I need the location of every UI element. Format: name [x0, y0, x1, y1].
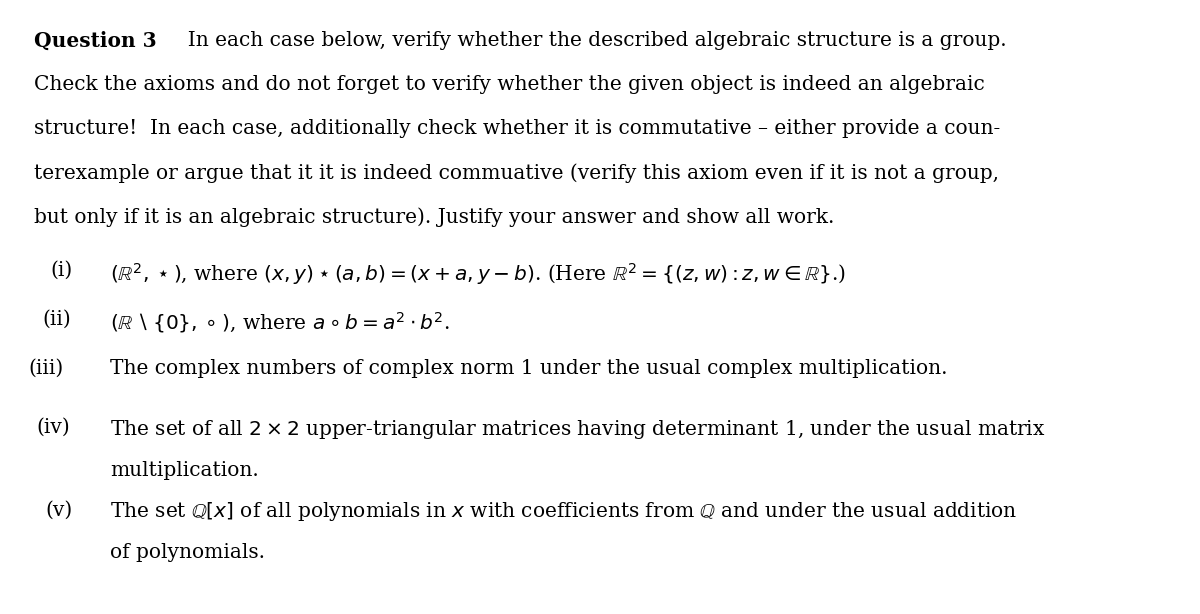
Text: The complex numbers of complex norm 1 under the usual complex multiplication.: The complex numbers of complex norm 1 un…	[110, 359, 948, 378]
Text: (i): (i)	[50, 261, 73, 280]
Text: multiplication.: multiplication.	[110, 460, 259, 480]
Text: but only if it is an algebraic structure). Justify your answer and show all work: but only if it is an algebraic structure…	[34, 208, 834, 227]
Text: Question 3: Question 3	[34, 31, 156, 51]
Text: $(\mathbb{R}\setminus\{0\},\circ)$, where $a\circ b=a^2\cdot b^2$.: $(\mathbb{R}\setminus\{0\},\circ)$, wher…	[110, 310, 450, 335]
Text: structure!  In each case, additionally check whether it is commutative – either : structure! In each case, additionally ch…	[34, 119, 1000, 138]
Text: Check the axioms and do not forget to verify whether the given object is indeed : Check the axioms and do not forget to ve…	[34, 75, 984, 94]
Text: $(\mathbb{R}^2,\star)$, where $(x,y)\star(a,b)=(x+a,y-b)$. (Here $\mathbb{R}^2=\: $(\mathbb{R}^2,\star)$, where $(x,y)\sta…	[110, 261, 846, 287]
Text: (ii): (ii)	[42, 310, 71, 329]
Text: In each case below, verify whether the described algebraic structure is a group.: In each case below, verify whether the d…	[175, 31, 1007, 50]
Text: (iii): (iii)	[29, 359, 64, 378]
Text: The set $\mathbb{Q}[x]$ of all polynomials in $x$ with coefficients from $\mathb: The set $\mathbb{Q}[x]$ of all polynomia…	[110, 500, 1018, 523]
Text: terexample or argue that it it is indeed commuative (verify this axiom even if i: terexample or argue that it it is indeed…	[34, 163, 998, 183]
Text: (v): (v)	[46, 500, 73, 519]
Text: The set of all $2\times 2$ upper-triangular matrices having determinant 1, under: The set of all $2\times 2$ upper-triangu…	[110, 418, 1046, 440]
Text: (iv): (iv)	[36, 418, 70, 437]
Text: of polynomials.: of polynomials.	[110, 543, 265, 562]
